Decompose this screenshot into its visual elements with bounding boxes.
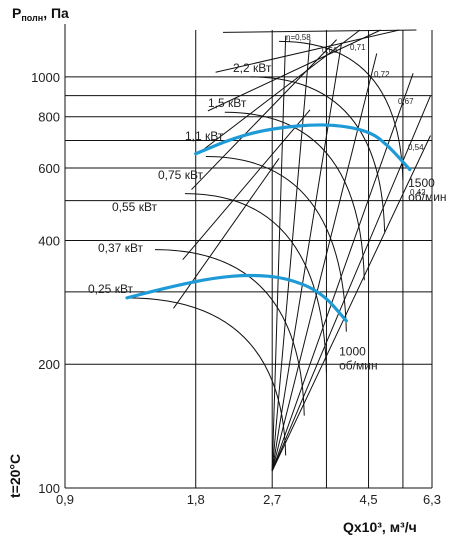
characteristic-arc	[249, 76, 386, 232]
efficiency-label: 0,71	[350, 43, 366, 52]
y-tick-label: 1000	[31, 70, 60, 85]
characteristic-arc	[224, 111, 365, 281]
y-axis-title-sub: полн	[21, 13, 43, 23]
speed-label: об/мин	[339, 359, 377, 373]
power-label: 2,2 кВт	[233, 61, 272, 75]
efficiency-label: 0,42	[410, 188, 426, 197]
y-tick-label: 200	[38, 357, 60, 372]
efficiency-line	[271, 135, 431, 472]
power-line	[222, 29, 417, 33]
y-axis-title-main: P	[12, 5, 21, 21]
characteristic-arc	[126, 297, 287, 456]
efficiency-line	[271, 42, 343, 472]
power-label: 0,55 кВт	[112, 200, 158, 214]
x-tick-label: 6,3	[423, 492, 441, 507]
power-line	[191, 39, 338, 190]
power-line	[207, 29, 381, 112]
y-tick-label: 400	[38, 233, 60, 248]
efficiency-line	[271, 53, 378, 472]
series-line	[125, 273, 348, 323]
y-tick-label: 600	[38, 161, 60, 176]
power-label: 1,5 кВт	[208, 96, 247, 110]
series-line	[194, 123, 412, 172]
power-line	[182, 109, 311, 261]
x-tick-label: 1,8	[187, 492, 205, 507]
y-tick-label: 800	[38, 110, 60, 125]
temperature-label: t=20°C	[7, 454, 23, 498]
power-label: 0,25 кВт	[88, 282, 134, 296]
power-label: 1,1 кВт	[185, 129, 224, 143]
x-axis-title: Qx10³, м³/ч	[343, 519, 417, 535]
characteristic-arc	[279, 40, 404, 181]
speed-label: 1000	[339, 345, 366, 359]
grid-layer	[64, 24, 433, 489]
efficiency-line	[271, 73, 414, 472]
y-axis-title-tail: , Па	[43, 5, 69, 21]
speed-label: 1500	[408, 176, 435, 190]
x-tick-label: 2,7	[263, 492, 281, 507]
efficiency-label: 0,54	[408, 143, 424, 152]
y-tick-label: 100	[38, 481, 60, 496]
speed-label: об/мин	[408, 190, 446, 204]
characteristic-arc	[205, 156, 347, 332]
characteristic-arc	[154, 249, 305, 416]
power-label: 0,75 кВт	[158, 168, 204, 182]
x-tick-label: 0,9	[56, 492, 74, 507]
efficiency-label: η=0,58	[286, 33, 311, 42]
power-line	[215, 29, 400, 73]
efficiency-label: 0,67	[398, 97, 414, 106]
efficiency-line	[271, 35, 287, 471]
characteristic-arc	[184, 193, 327, 374]
x-tick-label: 4,5	[360, 492, 378, 507]
series-layer	[125, 123, 412, 323]
efficiency-label: 0,72	[374, 70, 390, 79]
y-axis-title: Pполн, Па	[12, 5, 69, 23]
efficiency-label: 0,66	[322, 46, 338, 55]
power-label: 0,37 кВт	[98, 241, 144, 255]
efficiency-line	[271, 95, 431, 472]
